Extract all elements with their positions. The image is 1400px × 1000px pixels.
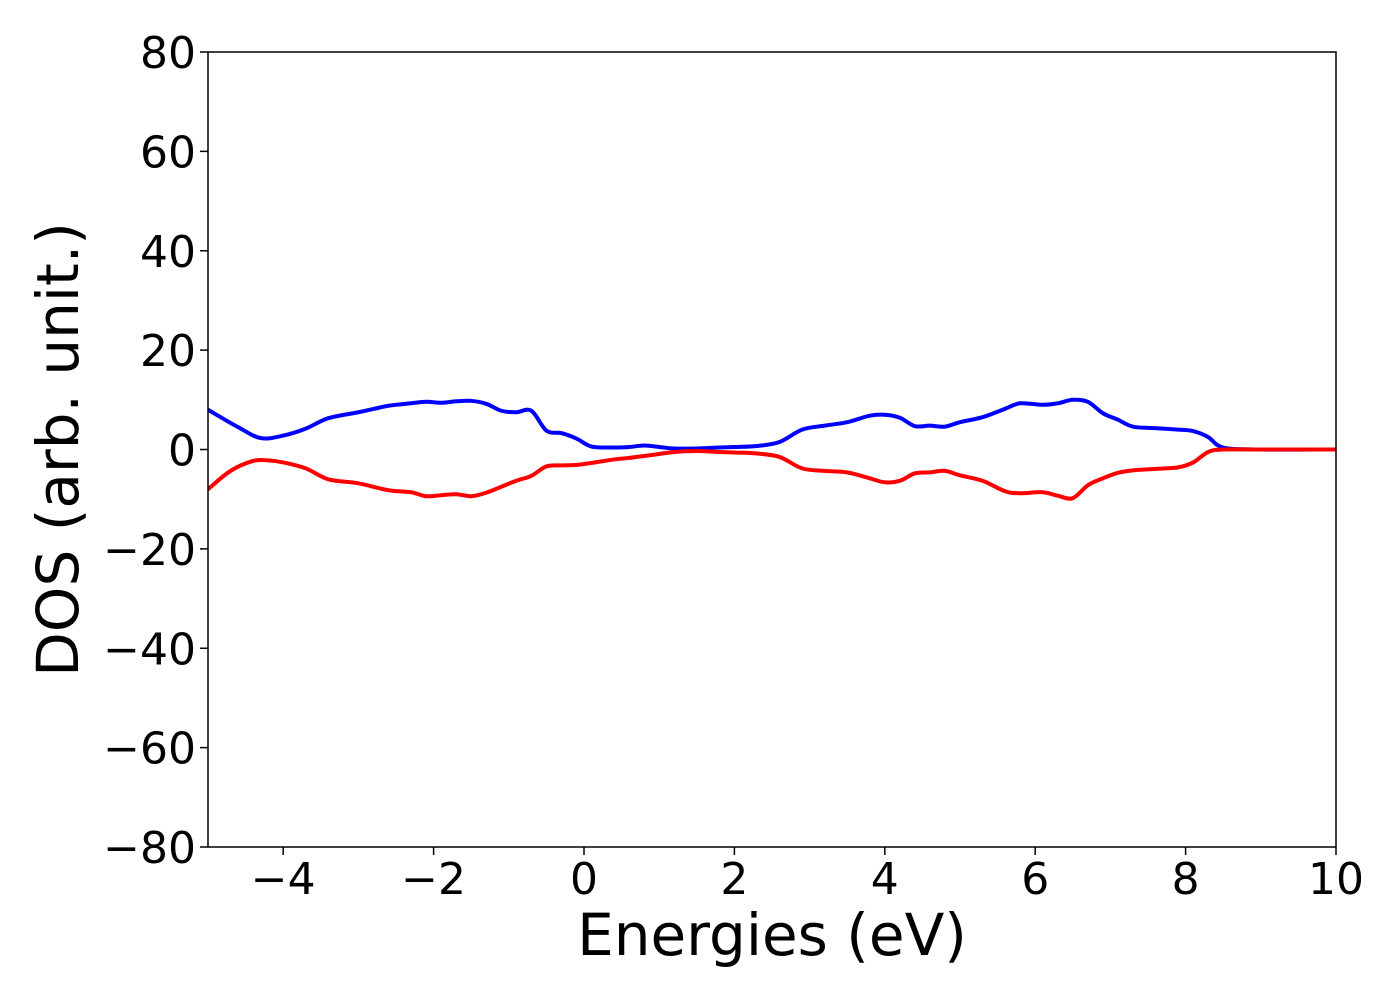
y-tick-label: 80	[140, 28, 196, 79]
plot-frame	[207, 51, 1337, 848]
x-tick-label: 2	[720, 854, 748, 905]
y-tick-label: −80	[103, 823, 196, 874]
x-axis-label: Energies (eV)	[577, 901, 967, 969]
x-tick-label: 6	[1021, 854, 1049, 905]
y-tick-label: 40	[140, 227, 196, 278]
y-axis-ticks: 80 60 40 20 0 −20 −40 −60 −80	[103, 28, 208, 874]
y-tick-label: 60	[140, 127, 196, 178]
x-tick-label: −2	[401, 854, 466, 905]
y-tick-label: 0	[168, 426, 196, 477]
y-axis-label: DOS (arb. unit.)	[24, 222, 92, 677]
x-tick-label: 8	[1172, 854, 1200, 905]
y-tick-label: −40	[103, 624, 196, 675]
dos-series-blue-line	[208, 397, 1336, 452]
y-tick-label: 20	[140, 326, 196, 377]
x-tick-label: 0	[570, 854, 598, 905]
series-group	[208, 397, 1336, 501]
x-axis-ticks: −4 −2 0 2 4 6 8 10	[251, 847, 1364, 905]
x-tick-label: 4	[871, 854, 899, 905]
y-tick-label: −20	[103, 525, 196, 576]
x-tick-label: 10	[1308, 854, 1364, 905]
dos-series-red-line	[208, 447, 1336, 501]
y-tick-label: −60	[103, 724, 196, 775]
x-tick-label: −4	[251, 854, 316, 905]
